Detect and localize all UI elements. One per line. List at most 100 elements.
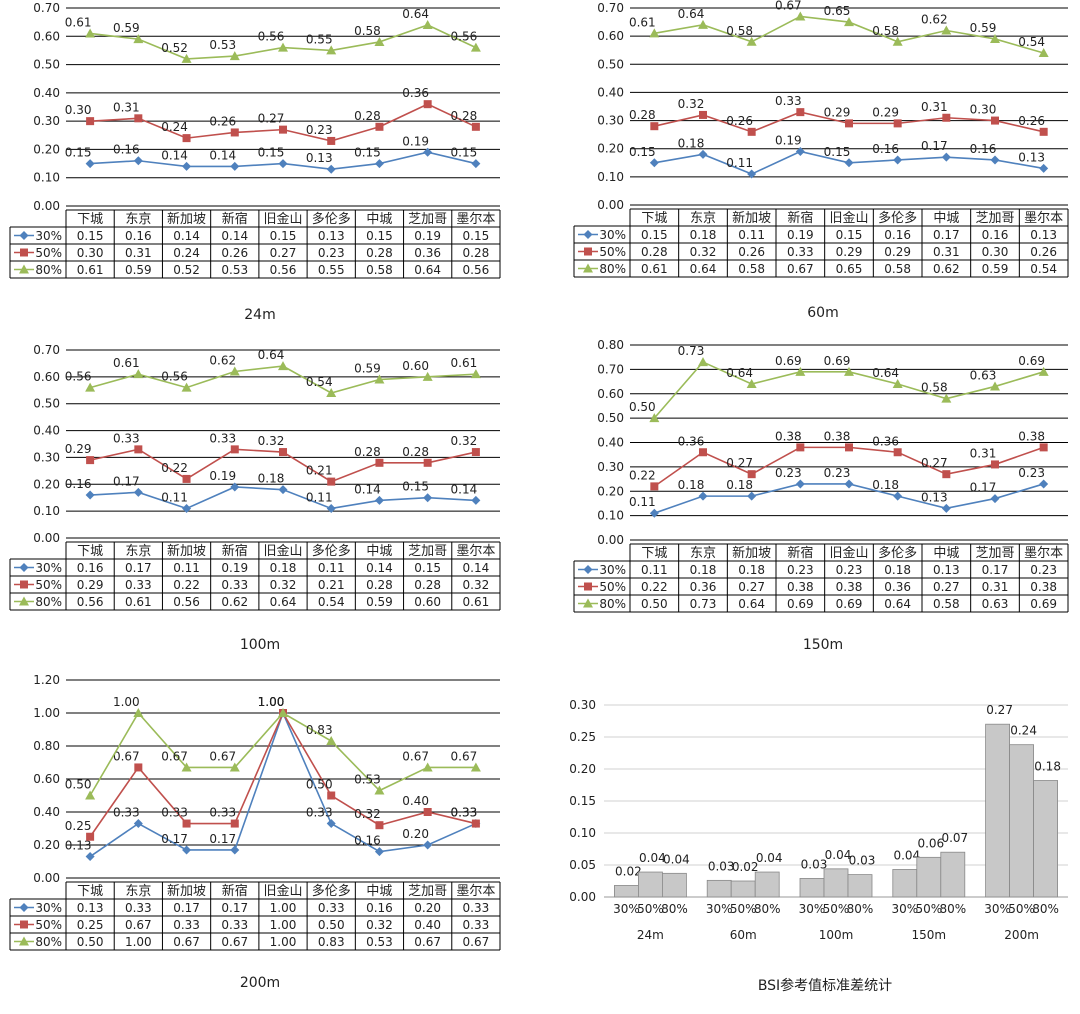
legend-label: 80%	[599, 262, 626, 276]
table-cell: 0.28	[414, 578, 441, 592]
data-point	[941, 503, 951, 513]
table-cell: 0.64	[414, 263, 441, 277]
table-cell: 0.59	[125, 263, 152, 277]
data-point	[133, 819, 143, 829]
y-tick-label: 0.30	[569, 698, 596, 712]
data-label: 0.15	[65, 146, 92, 160]
category-label: 墨尔本	[1024, 546, 1063, 561]
data-point	[1038, 48, 1049, 58]
y-tick-label: 0.00	[33, 199, 60, 213]
y-tick-label: 0.20	[33, 142, 60, 156]
data-label: 1.00	[258, 695, 285, 709]
table-cell: 0.33	[173, 918, 200, 932]
data-point	[327, 477, 336, 486]
table-cell: 0.65	[836, 262, 863, 276]
table-cell: 0.58	[884, 262, 911, 276]
category-label: 新加坡	[167, 883, 206, 899]
data-point	[990, 494, 1000, 504]
data-label: 0.32	[451, 434, 478, 448]
data-label: 0.64	[678, 7, 705, 21]
data-point	[423, 147, 433, 157]
table-cell: 0.11	[173, 561, 200, 575]
table-cell: 0.83	[318, 935, 345, 949]
data-label: 0.56	[451, 30, 478, 44]
table-cell: 0.15	[463, 229, 490, 243]
category-label: 旧金山	[263, 883, 302, 899]
data-label: 0.18	[258, 472, 285, 486]
y-tick-label: 0.20	[597, 484, 624, 498]
table-cell: 0.50	[77, 935, 104, 949]
bar	[730, 880, 756, 898]
legend-marker	[20, 580, 28, 589]
table-cell: 0.11	[641, 563, 668, 577]
sub-category-label: 30%	[799, 902, 826, 916]
category-label: 下城	[641, 546, 667, 561]
table-cell: 0.30	[982, 245, 1009, 259]
data-point	[796, 443, 805, 452]
data-label: 0.62	[921, 13, 948, 27]
data-label: 0.16	[970, 142, 997, 156]
legend-marker	[584, 582, 592, 591]
table-cell: 0.60	[414, 595, 441, 609]
y-tick-label: 0.50	[33, 58, 60, 72]
y-tick-label: 0.40	[597, 436, 624, 450]
bar	[823, 868, 849, 898]
table-cell: 0.67	[414, 935, 441, 949]
data-point	[650, 122, 659, 131]
table-cell: 0.26	[738, 245, 765, 259]
table-cell: 0.15	[641, 228, 668, 242]
chart-title-100m: 100m	[239, 637, 281, 653]
legend-marker	[19, 936, 29, 946]
data-label: 0.04	[663, 852, 690, 866]
data-point	[230, 128, 239, 137]
data-point	[893, 491, 903, 501]
data-point	[326, 736, 337, 746]
data-label: 0.04	[756, 851, 783, 865]
data-point	[470, 369, 481, 379]
y-tick-label: 0.10	[597, 170, 624, 184]
group-label: 200m	[1004, 928, 1039, 942]
table-cell: 0.13	[933, 563, 960, 577]
table-cell: 0.23	[1030, 563, 1057, 577]
y-tick-label: 0.40	[33, 805, 60, 819]
category-label: 新宿	[222, 211, 248, 227]
data-point	[229, 762, 240, 772]
category-label: 墨尔本	[1024, 211, 1063, 226]
data-label: 0.28	[451, 109, 478, 123]
data-label: 1.00	[258, 695, 285, 709]
legend-label: 50%	[35, 918, 62, 932]
category-label: 新宿	[222, 543, 248, 559]
table-cell: 0.23	[836, 563, 863, 577]
legend-label: 80%	[35, 595, 62, 609]
data-label: 0.32	[354, 807, 381, 821]
category-label: 多伦多	[312, 883, 351, 899]
table-cell: 0.73	[690, 597, 717, 611]
data-label: 1.00	[113, 695, 140, 709]
legend-marker	[583, 230, 593, 239]
data-label: 0.02	[615, 864, 642, 878]
data-label: 0.23	[824, 466, 851, 480]
y-tick-label: 0.25	[569, 730, 596, 744]
table-cell: 0.16	[982, 228, 1009, 242]
table-cell: 0.53	[366, 935, 393, 949]
y-tick-label: 0.00	[33, 871, 60, 885]
data-point	[85, 382, 96, 392]
category-label: 旧金山	[263, 211, 302, 227]
table-cell: 0.24	[173, 246, 200, 260]
legend-label: 50%	[35, 246, 62, 260]
category-label: 中城	[366, 544, 392, 559]
data-label: 0.60	[402, 359, 429, 373]
table-cell: 0.15	[366, 229, 393, 243]
data-point	[86, 117, 95, 126]
data-point	[182, 474, 191, 483]
data-label: 1.00	[258, 695, 285, 709]
sub-category-label: 80%	[661, 902, 688, 916]
table-cell: 0.64	[738, 597, 765, 611]
data-point	[1038, 366, 1049, 376]
data-point	[85, 490, 95, 500]
sub-category-label: 30%	[706, 902, 733, 916]
data-point	[699, 448, 707, 457]
data-point	[375, 458, 384, 467]
data-point	[942, 113, 951, 122]
table-cell: 0.62	[221, 595, 248, 609]
